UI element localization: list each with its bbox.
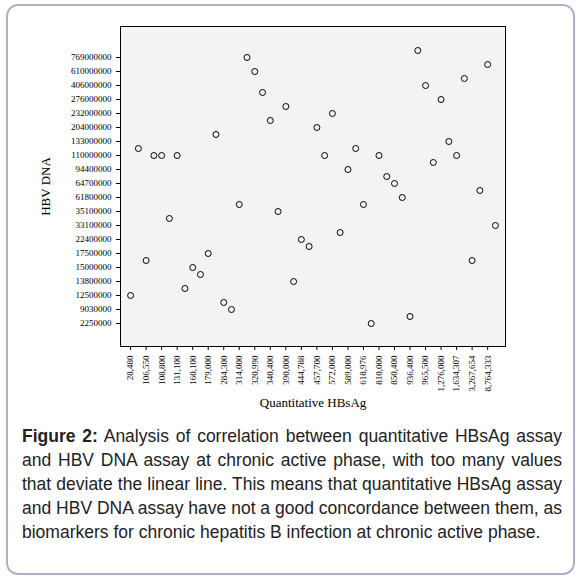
svg-text:572,000: 572,000 [327, 355, 337, 385]
svg-text:314,000: 314,000 [234, 355, 244, 385]
svg-text:Quantitative HBsAg: Quantitative HBsAg [260, 395, 367, 410]
svg-text:94400000: 94400000 [76, 164, 113, 174]
svg-text:769000000: 769000000 [71, 52, 112, 62]
svg-text:131,100: 131,100 [172, 355, 182, 385]
svg-text:179,000: 179,000 [203, 355, 213, 385]
svg-text:110000000: 110000000 [71, 150, 112, 160]
svg-text:457,700: 457,700 [312, 355, 322, 385]
svg-text:133000000: 133000000 [71, 136, 112, 146]
svg-text:284,300: 284,300 [219, 355, 229, 385]
svg-text:320,990: 320,990 [250, 355, 260, 385]
svg-text:589,000: 589,000 [343, 355, 353, 385]
svg-text:106,550: 106,550 [141, 355, 151, 385]
svg-text:12500000: 12500000 [76, 290, 113, 300]
svg-text:850,400: 850,400 [389, 355, 399, 385]
svg-text:276000000: 276000000 [71, 94, 112, 104]
svg-text:204000000: 204000000 [71, 122, 112, 132]
svg-text:444,788: 444,788 [296, 355, 306, 385]
svg-text:936,400: 936,400 [405, 355, 415, 385]
svg-text:33100000: 33100000 [76, 220, 113, 230]
svg-text:9030000: 9030000 [80, 304, 112, 314]
svg-text:22400000: 22400000 [76, 234, 113, 244]
svg-text:3,267,654: 3,267,654 [467, 355, 477, 392]
svg-text:13800000: 13800000 [76, 276, 113, 286]
html-text:Figure 2: Analysis of correlat: Figure 2: Analysis of correlation betwee… [22, 426, 562, 542]
svg-text:28,480: 28,480 [125, 355, 135, 380]
svg-text:64700000: 64700000 [76, 178, 113, 188]
svg-text:232000000: 232000000 [71, 108, 112, 118]
svg-text:17500000: 17500000 [76, 248, 113, 258]
svg-text:610000000: 610000000 [71, 66, 112, 76]
svg-text:61800000: 61800000 [76, 192, 113, 202]
svg-text:35100000: 35100000 [76, 206, 113, 216]
svg-text:965,500: 965,500 [420, 355, 430, 385]
svg-text:HBV DNA: HBV DNA [38, 157, 53, 216]
svg-text:2250000: 2250000 [80, 318, 112, 328]
svg-text:108,800: 108,800 [157, 355, 167, 385]
svg-text:1,634,307: 1,634,307 [451, 355, 461, 392]
svg-text:8,764,333: 8,764,333 [483, 355, 493, 392]
svg-text:340,400: 340,400 [265, 355, 275, 385]
svg-text:406000000: 406000000 [71, 80, 112, 90]
svg-text:160,100: 160,100 [188, 355, 198, 385]
svg-text:15000000: 15000000 [76, 262, 113, 272]
svg-text:810,000: 810,000 [374, 355, 384, 385]
svg-text:390,000: 390,000 [281, 355, 291, 385]
svg-text:1,276,000: 1,276,000 [436, 355, 446, 392]
svg-text:618,976: 618,976 [358, 355, 368, 385]
